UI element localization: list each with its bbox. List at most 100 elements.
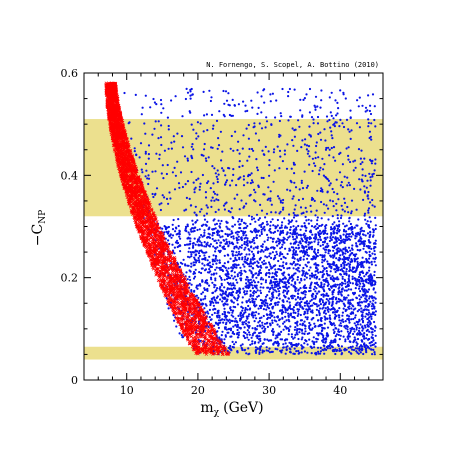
blue-point — [261, 243, 264, 246]
blue-point — [300, 319, 303, 322]
blue-point — [310, 248, 314, 251]
blue-point — [363, 244, 366, 248]
blue-point — [254, 246, 257, 249]
blue-point — [133, 150, 136, 153]
blue-point — [231, 98, 234, 101]
blue-point — [236, 275, 239, 278]
blue-point — [151, 170, 154, 173]
blue-point — [271, 319, 274, 322]
blue-point — [263, 322, 267, 325]
blue-point — [278, 254, 281, 257]
blue-point — [260, 245, 263, 248]
blue-point — [245, 352, 248, 355]
blue-point — [239, 271, 242, 274]
blue-point — [338, 324, 341, 327]
blue-point — [265, 266, 269, 269]
blue-point — [342, 320, 345, 323]
blue-point — [245, 243, 248, 246]
blue-point — [354, 287, 357, 290]
blue-point — [324, 340, 327, 343]
blue-point — [215, 242, 218, 245]
blue-point — [318, 324, 322, 327]
blue-point — [343, 289, 346, 292]
blue-point — [268, 275, 271, 278]
blue-point — [293, 248, 296, 251]
blue-point — [350, 212, 353, 215]
blue-point — [225, 300, 228, 303]
blue-point — [272, 281, 275, 284]
blue-point — [306, 184, 309, 187]
blue-point — [219, 222, 222, 225]
blue-point — [363, 185, 366, 188]
blue-point — [295, 220, 298, 223]
blue-point — [373, 320, 376, 324]
blue-point — [167, 147, 170, 150]
blue-point — [272, 275, 275, 279]
blue-point — [183, 155, 187, 158]
blue-point — [223, 326, 227, 329]
blue-point — [340, 204, 343, 207]
blue-point — [167, 307, 170, 310]
blue-point — [250, 336, 253, 339]
blue-point — [243, 242, 246, 245]
blue-point — [256, 347, 259, 350]
blue-point — [289, 226, 292, 229]
blue-point — [305, 271, 308, 274]
blue-point — [335, 231, 339, 235]
blue-point — [312, 118, 315, 121]
blue-point — [220, 334, 223, 337]
blue-point — [368, 330, 371, 333]
blue-point — [174, 95, 177, 98]
blue-point — [211, 228, 214, 231]
blue-point — [362, 266, 365, 269]
blue-point — [340, 330, 343, 333]
blue-point — [212, 291, 215, 294]
blue-point — [354, 279, 357, 282]
blue-point — [214, 172, 217, 175]
blue-point — [204, 268, 208, 271]
blue-point — [324, 251, 327, 254]
blue-point — [369, 344, 372, 347]
blue-point — [350, 318, 353, 321]
blue-point — [281, 311, 284, 314]
blue-point — [241, 256, 244, 259]
blue-point — [291, 127, 294, 130]
blue-point — [287, 95, 290, 98]
blue-point — [322, 203, 325, 206]
blue-point — [293, 336, 296, 339]
blue-point — [221, 268, 224, 272]
blue-point — [300, 179, 303, 182]
blue-point — [238, 258, 241, 261]
blue-point — [261, 349, 264, 352]
blue-point — [205, 224, 208, 227]
blue-point — [211, 146, 214, 149]
blue-point — [298, 188, 301, 191]
blue-point — [287, 318, 290, 321]
blue-point — [368, 297, 371, 300]
blue-point — [374, 239, 377, 242]
blue-point — [193, 237, 196, 240]
blue-point — [370, 138, 373, 141]
blue-point — [345, 268, 348, 271]
blue-point — [240, 246, 243, 249]
blue-point — [294, 263, 297, 266]
blue-point — [217, 173, 220, 176]
blue-point — [331, 187, 334, 191]
blue-point — [339, 254, 342, 257]
blue-point — [286, 143, 289, 146]
blue-point — [230, 319, 233, 322]
blue-point — [261, 321, 264, 324]
blue-point — [358, 349, 361, 352]
blue-point — [286, 267, 289, 270]
blue-point — [291, 308, 294, 311]
blue-point — [348, 315, 351, 318]
blue-point — [347, 237, 350, 240]
blue-point — [334, 241, 337, 244]
blue-point — [342, 335, 345, 338]
blue-point — [367, 197, 370, 200]
blue-point — [249, 293, 252, 296]
blue-point — [245, 253, 248, 256]
blue-point — [226, 281, 229, 284]
blue-point — [172, 218, 175, 222]
blue-point — [350, 307, 353, 310]
